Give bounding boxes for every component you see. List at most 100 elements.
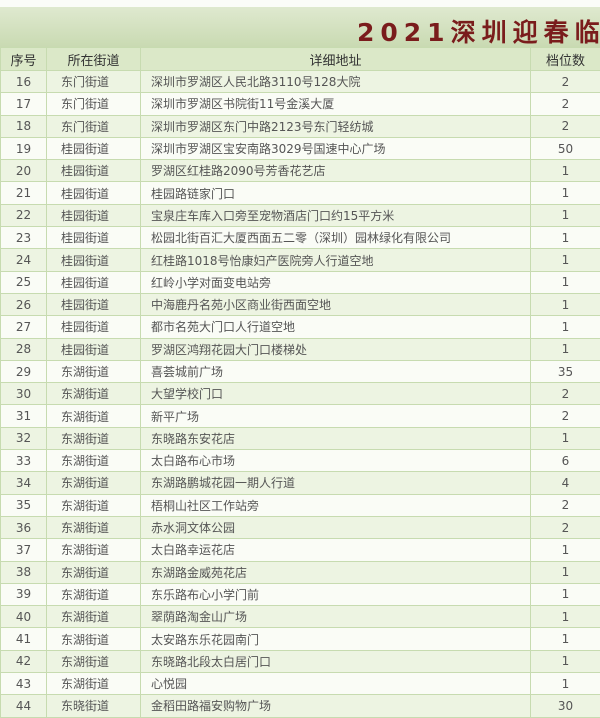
row-address: 都市名苑大门口人行道空地 [141, 316, 531, 338]
row-address: 红岭小学对面变电站旁 [141, 271, 531, 293]
row-address: 罗湖区红桂路2090号芳香花艺店 [141, 160, 531, 182]
row-stall-count: 1 [531, 204, 600, 226]
row-stall-count: 2 [531, 516, 600, 538]
row-street: 桂园街道 [47, 160, 141, 182]
row-index: 39 [1, 583, 47, 605]
row-stall-count: 1 [531, 628, 600, 650]
row-street: 东门街道 [47, 115, 141, 137]
row-stall-count: 1 [531, 227, 600, 249]
row-stall-count: 1 [531, 583, 600, 605]
row-street: 桂园街道 [47, 182, 141, 204]
row-address: 东晓路东安花店 [141, 427, 531, 449]
row-street: 东湖街道 [47, 383, 141, 405]
row-index: 40 [1, 606, 47, 628]
row-index: 38 [1, 561, 47, 583]
row-street: 桂园街道 [47, 316, 141, 338]
row-address: 梧桐山社区工作站旁 [141, 494, 531, 516]
row-street: 东门街道 [47, 71, 141, 93]
row-address: 松园北街百汇大厦西面五二零（深圳）园林绿化有限公司 [141, 227, 531, 249]
row-index: 31 [1, 405, 47, 427]
row-index: 35 [1, 494, 47, 516]
row-address: 罗湖区鸿翔花园大门口楼梯处 [141, 338, 531, 360]
row-stall-count: 2 [531, 93, 600, 115]
row-stall-count: 1 [531, 160, 600, 182]
row-street: 桂园街道 [47, 137, 141, 159]
row-address: 深圳市罗湖区宝安南路3029号国速中心广场 [141, 137, 531, 159]
row-address: 宝泉庄车库入口旁至宠物酒店门口约15平方米 [141, 204, 531, 226]
row-index: 27 [1, 316, 47, 338]
row-street: 东湖街道 [47, 405, 141, 427]
row-stall-count: 2 [531, 115, 600, 137]
row-index: 18 [1, 115, 47, 137]
row-address: 喜荟城前广场 [141, 360, 531, 382]
row-street: 东湖街道 [47, 673, 141, 695]
row-index: 44 [1, 695, 47, 717]
row-stall-count: 1 [531, 338, 600, 360]
row-stall-count: 2 [531, 383, 600, 405]
row-address: 东湖路鹏城花园一期人行道 [141, 472, 531, 494]
row-address: 金稻田路福安购物广场 [141, 695, 531, 717]
row-stall-count: 2 [531, 494, 600, 516]
row-street: 东湖街道 [47, 561, 141, 583]
row-address: 太白路布心市场 [141, 450, 531, 472]
row-stall-count: 2 [531, 71, 600, 93]
row-index: 16 [1, 71, 47, 93]
row-address: 东晓路北段太白居门口 [141, 650, 531, 672]
row-address: 中海鹿丹名苑小区商业街西面空地 [141, 293, 531, 315]
row-street: 桂园街道 [47, 271, 141, 293]
row-index: 36 [1, 516, 47, 538]
title-bar: 2021深圳迎春临 [0, 7, 600, 47]
row-address: 东乐路布心小学门前 [141, 583, 531, 605]
row-street: 东湖街道 [47, 606, 141, 628]
column-header-street: 所在街道 [47, 48, 141, 71]
top-strip [0, 0, 600, 7]
row-index: 29 [1, 360, 47, 382]
row-address: 心悦园 [141, 673, 531, 695]
row-street: 东湖街道 [47, 650, 141, 672]
row-index: 30 [1, 383, 47, 405]
row-address: 赤水洞文体公园 [141, 516, 531, 538]
row-address: 大望学校门口 [141, 383, 531, 405]
row-stall-count: 1 [531, 606, 600, 628]
row-index: 34 [1, 472, 47, 494]
row-index: 24 [1, 249, 47, 271]
row-index: 33 [1, 450, 47, 472]
row-stall-count: 1 [531, 561, 600, 583]
row-address: 翠荫路淘金山广场 [141, 606, 531, 628]
row-stall-count: 1 [531, 673, 600, 695]
row-address: 东湖路金威苑花店 [141, 561, 531, 583]
row-street: 东湖街道 [47, 494, 141, 516]
page-title: 2021深圳迎春临 [357, 13, 600, 47]
row-index: 25 [1, 271, 47, 293]
row-address: 深圳市罗湖区书院街11号金溪大厦 [141, 93, 531, 115]
row-address: 太白路幸运花店 [141, 539, 531, 561]
row-street: 东湖街道 [47, 539, 141, 561]
row-address: 新平广场 [141, 405, 531, 427]
row-stall-count: 30 [531, 695, 600, 717]
row-stall-count: 1 [531, 182, 600, 204]
row-index: 43 [1, 673, 47, 695]
row-index: 22 [1, 204, 47, 226]
row-stall-count: 1 [531, 249, 600, 271]
row-stall-count: 2 [531, 405, 600, 427]
row-street: 东湖街道 [47, 628, 141, 650]
row-stall-count: 1 [531, 271, 600, 293]
row-index: 37 [1, 539, 47, 561]
row-street: 东湖街道 [47, 516, 141, 538]
